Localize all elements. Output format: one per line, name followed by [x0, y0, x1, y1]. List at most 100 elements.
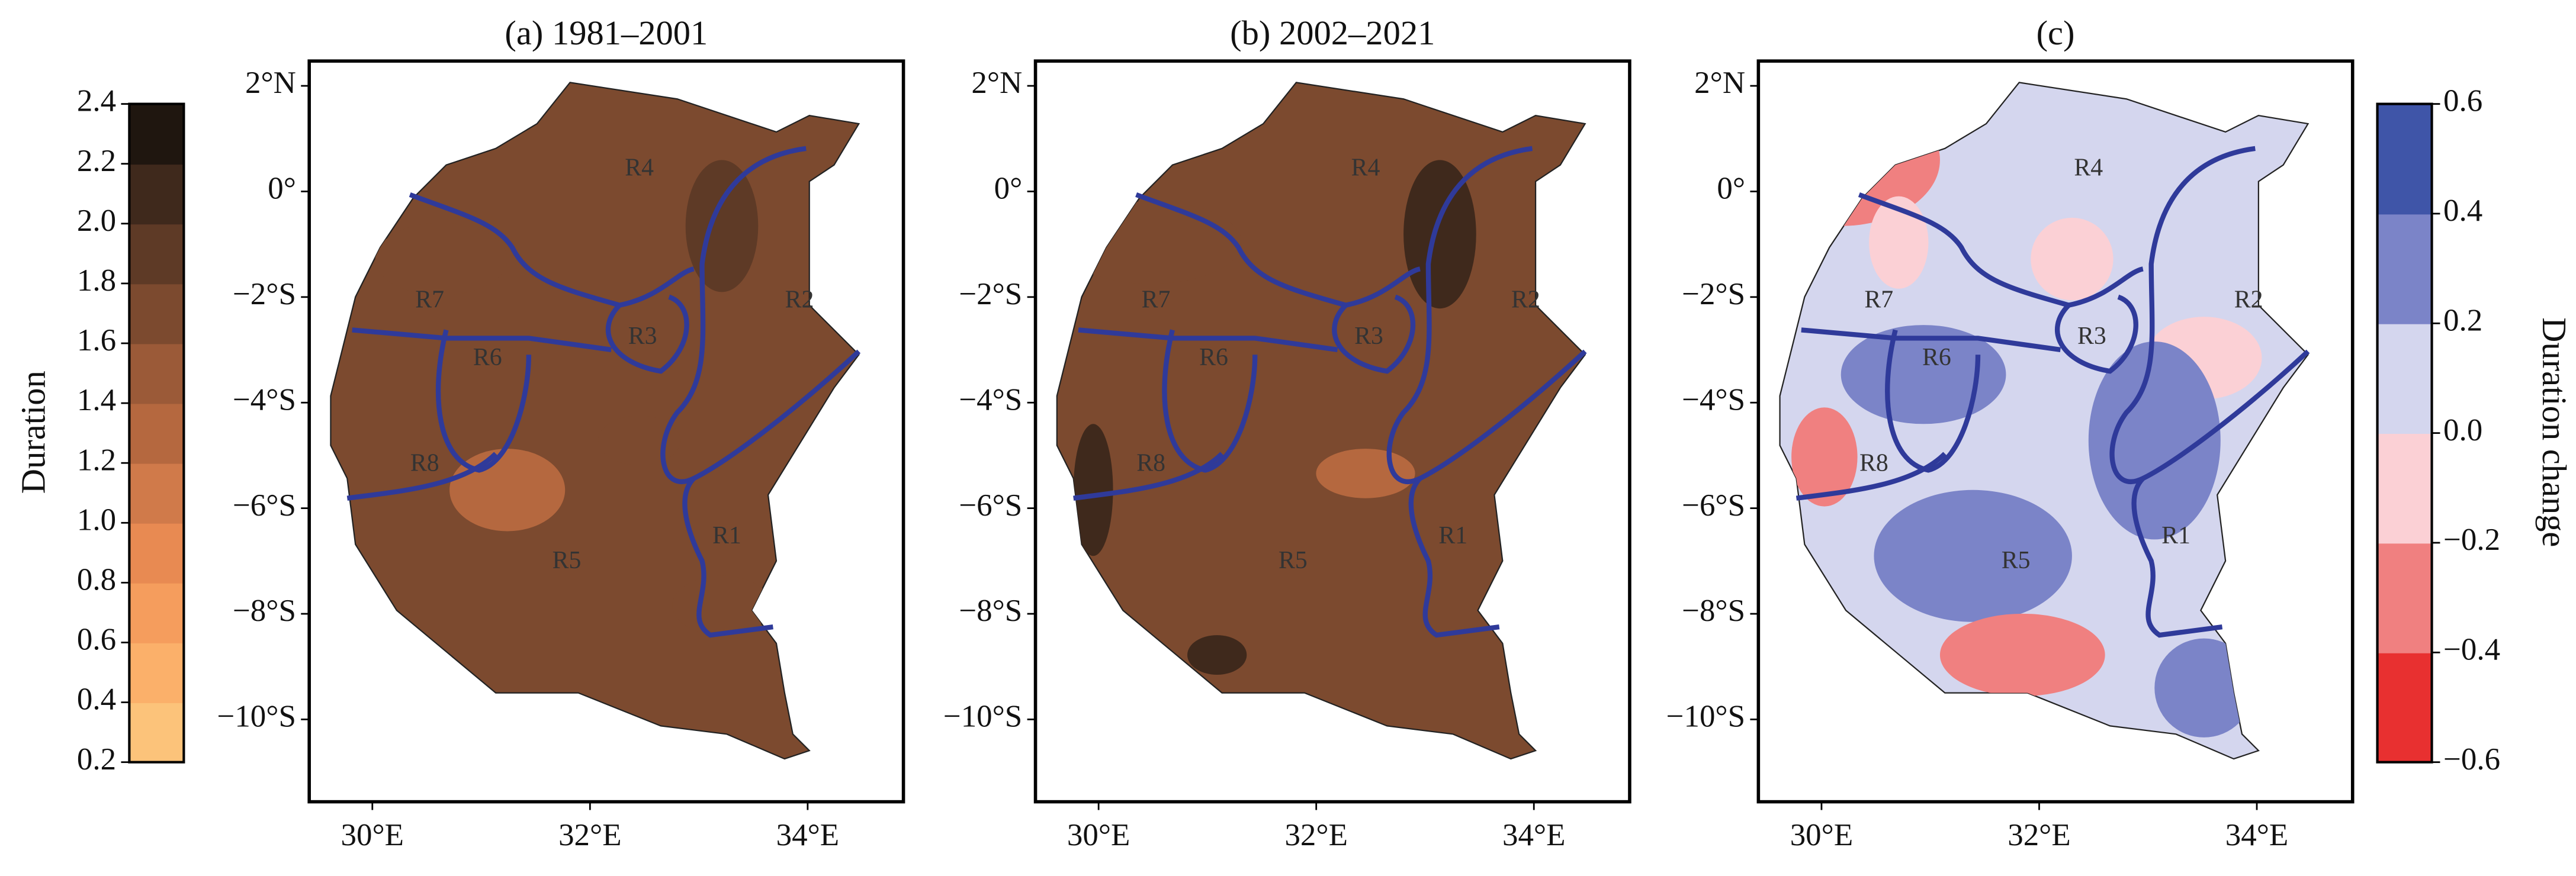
x-tick-label: 34°E — [2225, 818, 2288, 852]
panel-frame — [1756, 59, 2355, 804]
panel-title: (c) — [2037, 14, 2075, 52]
y-tick-label: −4°S — [959, 382, 1022, 417]
colorbar-bin — [129, 283, 184, 344]
region-boundary — [1408, 476, 1500, 638]
region-label: R6 — [1199, 344, 1228, 371]
colorbar-bin — [2377, 652, 2432, 764]
region-label: R5 — [2002, 547, 2031, 574]
colorbar-tick-label: 1.2 — [77, 443, 116, 477]
y-tick-label: −6°S — [959, 488, 1022, 523]
y-tick-label: 0° — [268, 172, 296, 206]
colorbar-tick-label: 0.8 — [77, 563, 116, 597]
region-label: R5 — [1279, 547, 1308, 574]
shade-patch — [2088, 341, 2221, 540]
colorbar-tick-label: −0.4 — [2443, 632, 2500, 666]
y-tick-label: −2°S — [233, 277, 296, 311]
shade-patch — [1791, 407, 1858, 507]
colorbar-bin — [129, 642, 184, 703]
y-tick-label: −10°S — [943, 700, 1022, 734]
region-label: R8 — [1136, 450, 1165, 477]
y-tick-label: −2°S — [959, 277, 1022, 311]
colorbar-tick-label: 0.4 — [2443, 194, 2482, 228]
region-boundary — [660, 146, 861, 484]
colorbar-bin — [129, 223, 184, 285]
shade-patch — [1841, 325, 2006, 424]
y-tick-label: −8°S — [1682, 594, 1745, 628]
colorbar-tick-label: 0.4 — [77, 682, 116, 717]
y-tick-label: −10°S — [217, 700, 295, 734]
y-tick-label: 2°N — [1694, 66, 1745, 100]
y-tick-label: −4°S — [1682, 382, 1745, 417]
colorbar-frame — [128, 102, 185, 764]
y-tick-label: −8°S — [233, 594, 296, 628]
shade-patch — [375, 223, 508, 295]
shade-patch — [672, 575, 772, 636]
x-tick-label: 34°E — [776, 818, 839, 852]
region-label: R7 — [415, 286, 444, 314]
colorbar-bin — [129, 523, 184, 584]
y-tick-label: 0° — [994, 172, 1023, 206]
x-tick-label: 34°E — [1502, 818, 1565, 852]
region-boundary — [2131, 476, 2223, 638]
colorbar-bin — [2377, 104, 2432, 215]
y-tick-label: 0° — [1717, 172, 1745, 206]
colorbar-tick-label: 0.6 — [77, 623, 116, 657]
y-tick-label: −6°S — [233, 488, 296, 523]
region-label: R3 — [628, 323, 657, 350]
region-boundary — [1386, 146, 1587, 484]
region-boundary — [605, 294, 689, 374]
shade-patch — [1187, 635, 1247, 675]
colorbar-tick-label: 0.2 — [77, 742, 116, 777]
region-label: R2 — [785, 286, 814, 314]
region-label: R3 — [2077, 323, 2106, 350]
shade-patch — [1316, 449, 1415, 498]
shade-patch — [2154, 638, 2254, 737]
colorbar-bin — [129, 104, 184, 165]
colorbar-tick-label: −0.2 — [2443, 523, 2500, 557]
colorbar-tick-label: 2.2 — [77, 144, 116, 178]
shade-patch — [1869, 196, 1929, 289]
region-boundary — [1796, 452, 1947, 501]
y-tick-label: −2°S — [1682, 277, 1745, 311]
x-tick-label: 32°E — [2008, 818, 2070, 852]
panel-title: (a) 1981–2001 — [505, 14, 708, 52]
colorbar-bin — [2377, 433, 2432, 544]
colorbar-bin — [129, 702, 184, 764]
colorbar-tick-label: 0.0 — [2443, 413, 2482, 447]
region-boundary — [682, 476, 773, 638]
region-label: R6 — [473, 344, 502, 371]
shade-patch — [1060, 201, 1242, 284]
x-tick-label: 30°E — [1790, 818, 1853, 852]
region-boundary — [346, 452, 498, 501]
region-boundary — [1162, 329, 1258, 473]
y-tick-label: −4°S — [233, 382, 296, 417]
colorbar-tick-label: −0.6 — [2443, 742, 2500, 777]
colorbar-bin — [129, 343, 184, 404]
x-tick-label: 30°E — [1067, 818, 1130, 852]
colorbar-tick-label: 1.4 — [77, 383, 116, 417]
region-label: R7 — [1142, 286, 1171, 314]
region-boundary — [1135, 192, 1421, 308]
shade-patch — [1874, 489, 2072, 622]
region-label: R1 — [1438, 522, 1467, 549]
shade-patch — [598, 416, 681, 465]
colorbar-tick-label: 1.8 — [77, 263, 116, 298]
region-label: R7 — [1864, 286, 1893, 314]
x-tick-label: 30°E — [341, 818, 404, 852]
panel-frame — [1033, 59, 1631, 804]
y-tick-label: 2°N — [245, 66, 296, 100]
colorbar-bin — [2377, 323, 2432, 434]
region-boundary — [435, 329, 532, 473]
region-boundary — [1078, 327, 1338, 353]
region-label: R5 — [553, 547, 582, 574]
shade-patch — [449, 449, 566, 532]
colorbar-bin — [129, 403, 184, 464]
region-boundary — [352, 327, 612, 353]
colorbar-bin — [129, 582, 184, 643]
x-tick-label: 32°E — [558, 818, 621, 852]
colorbar-tick-label: 0.2 — [2443, 303, 2482, 337]
colorbar-tick-label: 1.0 — [77, 503, 116, 537]
shade-patch — [685, 160, 759, 292]
